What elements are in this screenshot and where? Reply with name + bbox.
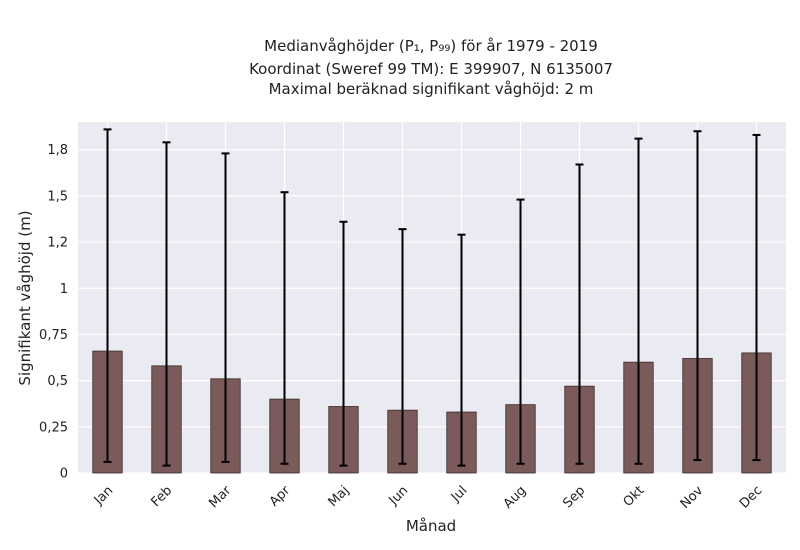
error-bar-sep <box>575 163 584 465</box>
title-line-3: Maximal beräknad signifikant våghöjd: 2 … <box>269 80 594 98</box>
x-tick-label-mar: Mar <box>206 483 234 511</box>
x-tick-label-aug: Aug <box>501 483 530 512</box>
x-axis-label: Månad <box>406 517 456 535</box>
chart-title: Medianvåghöjder (P₁, P₉₉) för år 1979 - … <box>249 37 613 98</box>
y-tick-label: 0,5 <box>47 374 68 389</box>
error-bar-jan <box>103 128 112 463</box>
x-tick-label-dec: Dec <box>737 483 765 511</box>
error-bar-dec <box>752 133 761 462</box>
y-tick-label: 0,75 <box>39 328 68 343</box>
error-bar-nov <box>693 130 702 462</box>
title-line-2: Koordinat (Sweref 99 TM): E 399907, N 61… <box>249 60 613 78</box>
title-line-1: Medianvåghöjder (P₁, P₉₉) för år 1979 - … <box>264 37 598 55</box>
y-tick-label: 1 <box>60 282 68 297</box>
x-tick-label-jun: Jun <box>386 483 412 509</box>
y-axis-ticks: 0 0,25 0,5 0,75 1 1,2 1,5 1,8 <box>39 143 68 481</box>
x-tick-label-jul: Jul <box>448 483 470 505</box>
y-tick-label: 1,2 <box>47 236 68 251</box>
x-axis-ticks: Jan Feb Mar Apr Maj Jun Jul Aug Sep Okt Nov Dec <box>91 483 765 512</box>
plot-area <box>78 122 786 473</box>
x-tick-label-okt: Okt <box>621 483 648 510</box>
error-bar-mar <box>221 152 230 463</box>
error-bar-maj <box>339 220 348 467</box>
x-tick-label-apr: Apr <box>267 483 294 510</box>
error-bars <box>103 128 761 467</box>
error-bar-jun <box>398 228 407 465</box>
x-tick-label-nov: Nov <box>678 483 707 512</box>
error-bar-okt <box>634 137 643 465</box>
y-tick-label: 0,25 <box>39 420 68 435</box>
x-tick-label-feb: Feb <box>148 483 175 510</box>
y-tick-label: 1,5 <box>47 189 68 204</box>
y-axis-label: Signifikant våghöjd (m) <box>16 210 34 385</box>
error-bar-jul <box>457 233 466 467</box>
error-bar-apr <box>280 191 289 465</box>
x-tick-label-sep: Sep <box>560 483 588 511</box>
y-tick-label: 1,8 <box>47 143 68 158</box>
y-tick-label: 0 <box>60 467 68 482</box>
x-tick-label-jan: Jan <box>91 483 116 508</box>
error-bar-feb <box>162 141 171 467</box>
x-tick-label-maj: Maj <box>326 483 353 510</box>
error-bar-aug <box>516 198 525 465</box>
